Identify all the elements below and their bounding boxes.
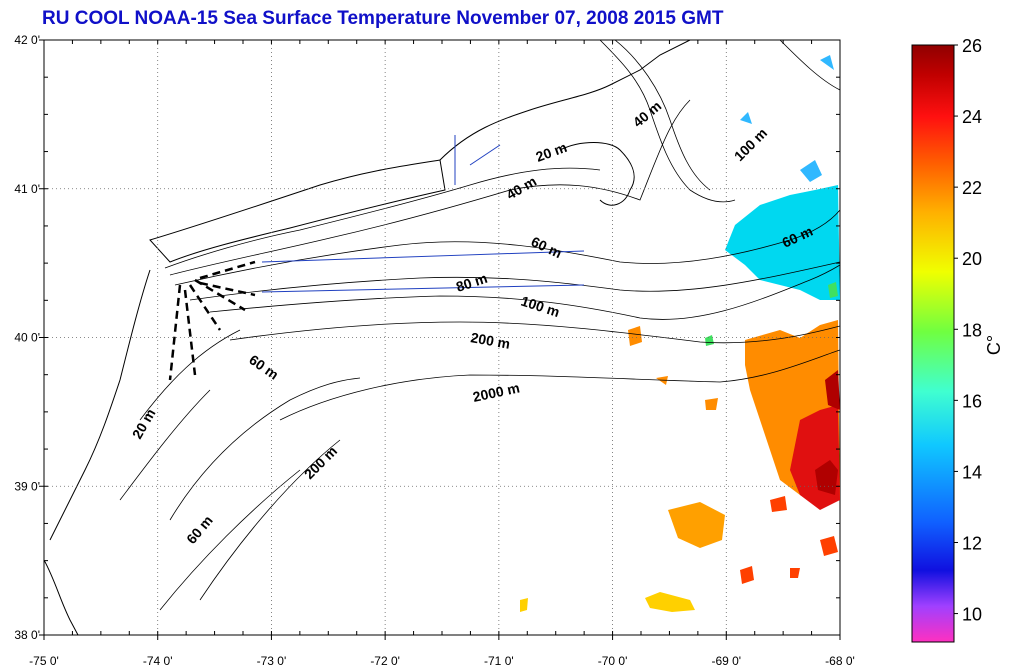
sst-patch-red-scatter	[740, 496, 838, 584]
lon-tick-label: -74 0'	[143, 654, 173, 668]
coastline-nj	[49, 269, 151, 541]
contour-80m	[189, 261, 840, 301]
contour-40m	[169, 99, 691, 276]
contour-gom	[599, 40, 840, 203]
colorbar-unit: C°	[984, 335, 1004, 355]
sst-patch-yellow	[520, 592, 695, 612]
contour-shelf-south	[139, 329, 361, 601]
colorbar-tick-label: 12	[962, 534, 982, 554]
contour-60m	[174, 209, 840, 286]
colorbar-ticks: 26 24 22 20 18 16 14 12 10	[954, 36, 982, 625]
contour-label: 200 m	[469, 329, 511, 352]
lon-tick-label: -70 0'	[598, 654, 628, 668]
lon-tick-label: -68 0'	[825, 654, 855, 668]
colorbar-tick-label: 22	[962, 178, 982, 198]
sst-patch-darkred	[815, 370, 840, 495]
graticule-grid	[39, 39, 841, 640]
lon-tick-label: -72 0'	[370, 654, 400, 668]
contour-200m	[229, 321, 840, 344]
lon-tick-label: -71 0'	[484, 654, 514, 668]
contour-20m	[164, 167, 601, 269]
lat-tick-label: 38 0'	[14, 628, 40, 642]
coastline-long-island	[149, 159, 446, 263]
sst-patch-orange-south	[668, 502, 725, 548]
colorbar	[911, 44, 955, 643]
colorbar-tick-label: 20	[962, 249, 982, 269]
route-lines	[261, 135, 585, 293]
bathymetry-contours	[119, 40, 840, 611]
lat-tick-label: 42 0'	[14, 33, 40, 47]
contour-100m	[209, 264, 840, 320]
axis-tick-labels: -75 0' -74 0' -73 0' -72 0' -71 0' -70 0' -69 …	[14, 33, 854, 668]
dashed-lanes	[168, 260, 256, 381]
colorbar-tick-label: 24	[962, 107, 982, 127]
contour-2000m	[279, 349, 840, 421]
colorbar-tick-label: 16	[962, 391, 982, 411]
lon-tick-label: -69 0'	[711, 654, 741, 668]
contour-shelf-south-2	[119, 389, 301, 611]
coastline-new-england	[439, 40, 691, 161]
lon-tick-label: -75 0'	[29, 654, 59, 668]
map-title: RU COOL NOAA-15 Sea Surface Temperature …	[42, 8, 724, 29]
colorbar-tick-label: 10	[962, 605, 982, 625]
lat-tick-label: 40 0'	[14, 331, 40, 345]
coastline-layer	[44, 40, 691, 635]
lat-tick-label: 41 0'	[14, 182, 40, 196]
colorbar-tick-label: 18	[962, 320, 982, 340]
lon-tick-label: -73 0'	[257, 654, 287, 668]
colorbar-tick-label: 26	[962, 36, 982, 56]
coastline-cape-cod	[559, 142, 635, 206]
coastline-delmarva	[44, 559, 79, 635]
lat-tick-label: 39 0'	[14, 479, 40, 493]
colorbar-tick-label: 14	[962, 462, 982, 482]
